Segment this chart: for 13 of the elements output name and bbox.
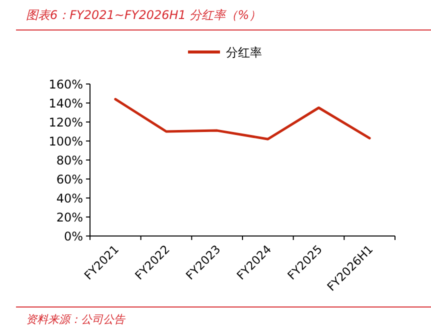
y-tick-label: 20% (56, 210, 83, 224)
y-tick-label: 60% (56, 172, 83, 186)
y-tick-label: 140% (48, 96, 83, 110)
chart-title: 图表6：FY2021~FY2026H1 分红率（%） (26, 8, 262, 22)
y-tick-label: 40% (56, 192, 83, 206)
legend-label: 分红率 (226, 46, 262, 60)
y-tick-label: 100% (48, 134, 83, 148)
y-tick-label: 160% (48, 78, 83, 92)
y-tick-label: 0% (64, 230, 83, 244)
line-series (114, 98, 371, 140)
text: 资料来源：公司公告 (26, 313, 126, 326)
y-tick-label: 120% (48, 116, 83, 130)
y-tick-label: 80% (56, 154, 83, 168)
